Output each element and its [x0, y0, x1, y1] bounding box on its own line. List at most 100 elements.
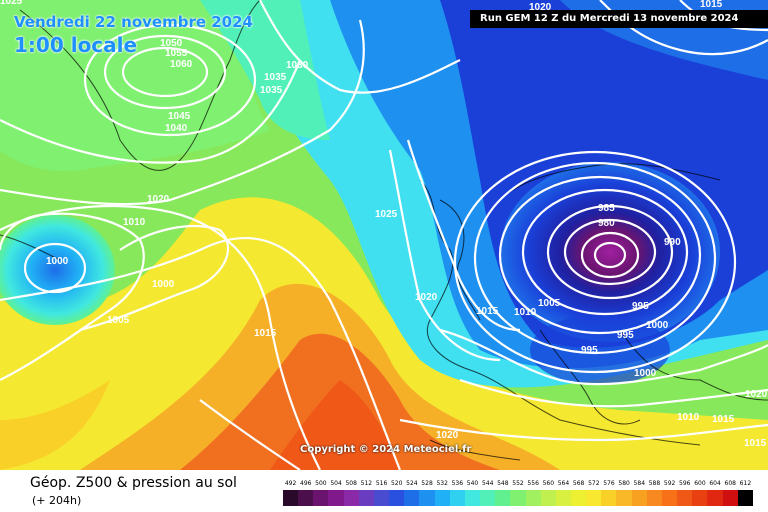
scale-cell: [601, 490, 617, 506]
scale-cell: [495, 490, 511, 506]
isobar-label: 1020: [529, 2, 552, 13]
isobar-label: 1035: [264, 72, 287, 83]
isobar-label: 995: [632, 301, 649, 312]
greenland-lightblue: [200, 0, 330, 140]
isobar-label: 1015: [476, 306, 499, 317]
isobar-label: 1045: [168, 111, 191, 122]
scale-cell: [555, 490, 571, 506]
isobar-label: 1000: [646, 320, 669, 331]
isobar-label: 1060: [170, 59, 193, 70]
isobar-label: 1050: [160, 38, 183, 49]
isobar-label: 1000: [152, 279, 175, 290]
isobar-label: 1010: [123, 217, 146, 228]
scale-cell: [722, 490, 738, 506]
scale-bar: [283, 490, 753, 506]
scale-label: 588: [648, 480, 661, 487]
scale-label: 492: [284, 480, 297, 487]
isobar-label: 1015: [700, 0, 723, 10]
scale-cell: [464, 490, 481, 506]
forecast-date: Vendredi 22 novembre 2024: [14, 13, 253, 31]
scale-label: 560: [542, 480, 555, 487]
isobar-label: 1025: [0, 0, 23, 7]
scale-label: 584: [633, 480, 646, 487]
chart-title: Géop. Z500 & pression au sol: [30, 475, 237, 491]
scale-label: 544: [481, 480, 494, 487]
scale-label: 504: [330, 480, 342, 487]
scale-cell: [737, 490, 753, 506]
scale-label: 532: [436, 480, 448, 487]
scale-cell: [570, 490, 587, 506]
scale-label: 604: [709, 480, 721, 487]
scale-labels: 492 496 500 504 508 512 516 520 524 528 532 536 540 5…: [283, 480, 753, 490]
isobar-label: 990: [664, 237, 681, 248]
scale-label: 536: [451, 480, 464, 487]
scale-label: 516: [375, 480, 388, 487]
forecast-offset: (+ 204h): [32, 494, 82, 507]
scale-cell: [389, 490, 405, 506]
scale-label: 548: [497, 480, 509, 487]
isobar-label: 1040: [165, 123, 188, 134]
scale-cell: [283, 490, 299, 506]
scale-cell: [298, 490, 314, 506]
scale-cell: [358, 490, 374, 506]
scale-label: 552: [512, 480, 524, 487]
isobar-labels: 1025 1050 1055 1060 1030 1035 1035 1045 …: [0, 0, 768, 449]
isobar-label: 1030: [286, 60, 309, 71]
scale-cell: [434, 490, 450, 506]
scale-label: 508: [345, 480, 357, 487]
isobar-label: 995: [617, 330, 634, 341]
scale-cell: [404, 490, 420, 506]
scale-cell: [631, 490, 647, 506]
color-scale: 492 496 500 504 508 512 516 520 524 528 532 536 540 5…: [283, 480, 753, 508]
scale-cell: [510, 490, 526, 506]
scale-label: 592: [663, 480, 676, 487]
scale-cell: [677, 490, 693, 506]
isobar-label: 1025: [375, 209, 398, 220]
scale-cell: [525, 490, 541, 506]
scale-cell: [661, 490, 678, 506]
scale-cell: [616, 490, 632, 506]
scale-label: 608: [724, 480, 736, 487]
scale-label: 564: [557, 480, 570, 487]
scale-cell: [373, 490, 390, 506]
scale-label: 540: [466, 480, 479, 487]
scale-cell: [449, 490, 465, 506]
isobar-label: 1020: [436, 430, 459, 441]
lower-left-yellow: [0, 380, 110, 470]
pressure-map: 1025 1050 1055 1060 1030 1035 1035 1045 …: [0, 0, 768, 470]
scale-cell: [313, 490, 329, 506]
isobar-label: 1005: [107, 315, 130, 326]
isobar-label: 1000: [46, 256, 69, 267]
scale-label: 528: [421, 480, 433, 487]
scale-label: 520: [390, 480, 403, 487]
isobar-label: 1020: [745, 389, 768, 400]
scale-cell: [586, 490, 602, 506]
scale-label: 572: [588, 480, 600, 487]
scale-cell: [646, 490, 662, 506]
isobar-label: 980: [598, 218, 615, 229]
scale-cell: [480, 490, 496, 506]
isobar-label: 1020: [147, 194, 170, 205]
isobar-label: 985: [598, 203, 615, 214]
footer: Géop. Z500 & pression au sol (+ 204h) 49…: [0, 470, 768, 512]
main-low-fill: [500, 162, 720, 342]
scale-label: 580: [618, 480, 630, 487]
isobar-label: 1010: [677, 412, 700, 423]
scale-cell: [419, 490, 435, 506]
isobar-label: 1000: [634, 368, 657, 379]
isobar-label: 1055: [165, 48, 188, 59]
scale-label: 512: [360, 480, 373, 487]
scale-label: 612: [739, 480, 752, 487]
scale-cell: [692, 490, 708, 506]
scale-label: 576: [603, 480, 615, 487]
deep-orange-patch: [270, 380, 400, 470]
scale-label: 556: [527, 480, 539, 487]
isobar-label: 995: [581, 345, 598, 356]
scale-label: 524: [406, 480, 418, 487]
west-low-fill: [0, 215, 115, 325]
isobar-label: 1015: [744, 438, 767, 449]
isobars: [0, 0, 768, 470]
scale-cell: [343, 490, 359, 506]
scale-label: 496: [300, 480, 312, 487]
